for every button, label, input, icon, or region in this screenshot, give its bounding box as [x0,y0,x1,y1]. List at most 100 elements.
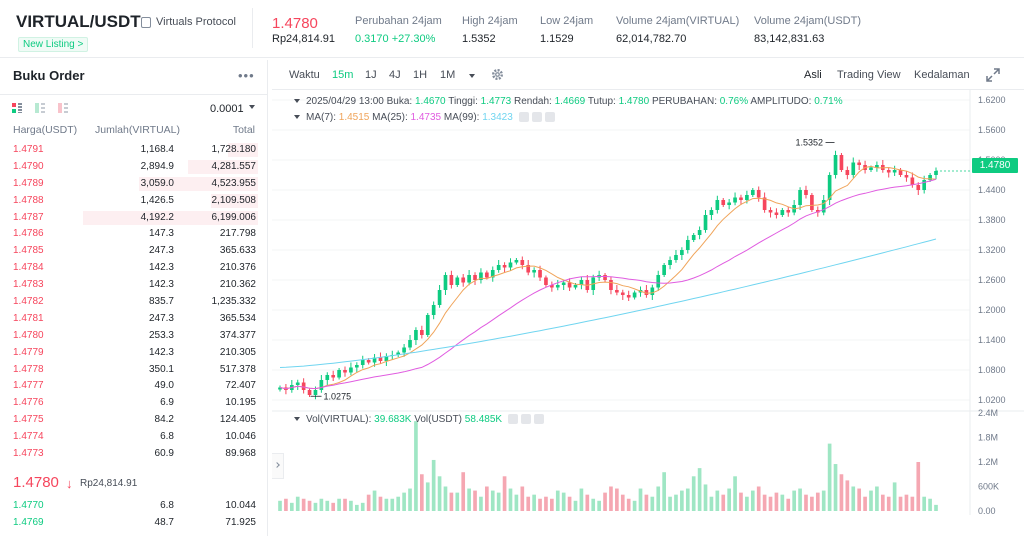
bid-row[interactable]: 1.4770 6.8 10.044 [0,498,268,515]
ask-row[interactable]: 1.4779 142.3 210.305 [0,345,268,362]
row-total: 1,235.332 [211,296,257,308]
interval-1j[interactable]: 1J [365,69,377,81]
stat-label: High 24jam [462,15,518,27]
interval-1h[interactable]: 1H [413,69,428,81]
ask-row[interactable]: 1.4775 84.2 124.405 [0,412,268,429]
eye-icon[interactable] [507,414,518,425]
chevron-down-icon[interactable] [249,105,255,109]
candle-body [898,170,903,175]
volume-bar [869,490,873,511]
order-book-panel: Buku Order ••• 0.0001 Harga(USDT) Jumlah… [0,60,268,536]
ask-row[interactable]: 1.4785 247.3 365.633 [0,243,268,260]
ask-row[interactable]: 1.4788 1,426.5 2,109.508 [0,193,268,210]
eye-icon[interactable] [518,112,529,123]
ask-row[interactable]: 1.4789 3,059.0 4,523.955 [0,176,268,193]
volume-bar [485,486,489,511]
volume-bar [733,476,737,511]
ask-row[interactable]: 1.4776 6.9 10.195 [0,395,268,412]
ask-row[interactable]: 1.4780 253.3 374.377 [0,328,268,345]
ask-row[interactable]: 1.4791 1,168.4 1,728.180 [0,142,268,159]
row-qty: 253.3 [148,329,174,341]
new-listing-badge[interactable]: New Listing > [18,37,89,52]
volume-bar [886,496,891,511]
bid-row[interactable]: 1.4769 48.7 71.925 [0,515,268,532]
volume-bar [331,502,336,511]
candlestick-chart[interactable]: 1.62001.56001.50001.44001.38001.32001.26… [272,90,1024,536]
row-total: 217.798 [219,228,256,240]
volume-bar [455,492,460,511]
candle-body [425,315,430,335]
ask-row[interactable]: 1.4784 142.3 210.376 [0,260,268,277]
candle-body [514,260,519,263]
view-bids-icon[interactable] [35,103,45,113]
row-total: 71.925 [225,516,256,528]
row-qty: 142.3 [148,262,174,274]
ask-row[interactable]: 1.4787 4,192.2 6,199.006 [0,210,268,227]
chevron-down-icon[interactable] [469,74,475,78]
row-price: 1.4774 [13,431,44,443]
volu-label: Vol(USDT) [414,414,463,425]
candle-body [508,262,513,268]
interval-4j[interactable]: 4J [389,69,401,81]
row-qty: 247.3 [148,312,174,324]
candle-body [721,200,726,205]
view-original[interactable]: Asli [804,69,822,81]
close-icon[interactable] [544,112,555,123]
row-price: 1.4784 [13,262,44,274]
candle-body [544,277,548,285]
stat-volume-quote: Volume 24jam(USDT) 83,142,831.63 [754,15,861,45]
tick-size-select[interactable]: 0.0001 [210,103,244,115]
volume-bar [349,500,353,511]
volume-bar [916,462,921,511]
volume-bar [567,496,572,511]
view-both-icon[interactable] [12,103,22,113]
interval-1m[interactable]: 1M [440,69,456,81]
volume-bar [620,494,625,511]
settings-icon[interactable] [531,112,542,123]
volume-bar [857,488,862,511]
ask-row[interactable]: 1.4783 142.3 210.362 [0,277,268,294]
volume-bar [573,500,578,511]
collapse-caret-icon[interactable] [294,417,300,422]
mid-price[interactable]: 1.4780 [13,474,59,491]
ask-row[interactable]: 1.4774 6.8 10.046 [0,429,268,446]
row-qty: 2,894.9 [140,160,174,172]
collapse-caret-icon[interactable] [294,115,300,120]
settings-icon[interactable] [520,414,531,425]
candle-body [827,175,832,200]
pair-title[interactable]: VIRTUAL/USDT [16,12,141,31]
candle-body [632,292,637,298]
volume-bar [697,468,702,511]
sidebar-toggle[interactable] [272,453,284,479]
ma99-line [279,238,937,368]
candle-body [331,375,336,378]
gear-icon[interactable] [491,68,504,81]
candle-body [408,340,412,348]
collapse-caret-icon[interactable] [294,99,300,104]
view-depth[interactable]: Kedalaman [914,69,970,81]
view-asks-icon[interactable] [58,103,68,113]
candle-body [626,295,631,298]
more-options-icon[interactable]: ••• [238,68,255,83]
volume-bar [343,498,347,511]
candle-body [555,285,560,288]
ask-row[interactable]: 1.4782 835.7 1,235.332 [0,294,268,311]
ask-row[interactable]: 1.4778 350.1 517.378 [0,362,268,379]
ask-row[interactable]: 1.4777 49.0 72.407 [0,378,268,395]
ask-row[interactable]: 1.4781 247.3 365.534 [0,311,268,328]
volume-bar [295,496,300,511]
bid-list: 1.4770 6.8 10.044 1.4769 48.7 71.925 [0,498,268,532]
volume-bar [880,494,885,511]
candle-body [875,165,879,168]
candle-body [715,200,720,210]
volume-bar [662,472,666,511]
ask-row[interactable]: 1.4773 60.9 89.968 [0,446,268,463]
protocol-name[interactable]: Virtuals Protocol [156,16,236,28]
expand-icon[interactable] [986,68,1000,82]
close-icon[interactable] [533,414,544,425]
interval-15m[interactable]: 15m [332,69,354,81]
volume-bar [508,488,513,511]
ask-row[interactable]: 1.4786 147.3 217.798 [0,226,268,243]
view-tradingview[interactable]: Trading View [837,69,901,81]
ask-row[interactable]: 1.4790 2,894.9 4,281.557 [0,159,268,176]
